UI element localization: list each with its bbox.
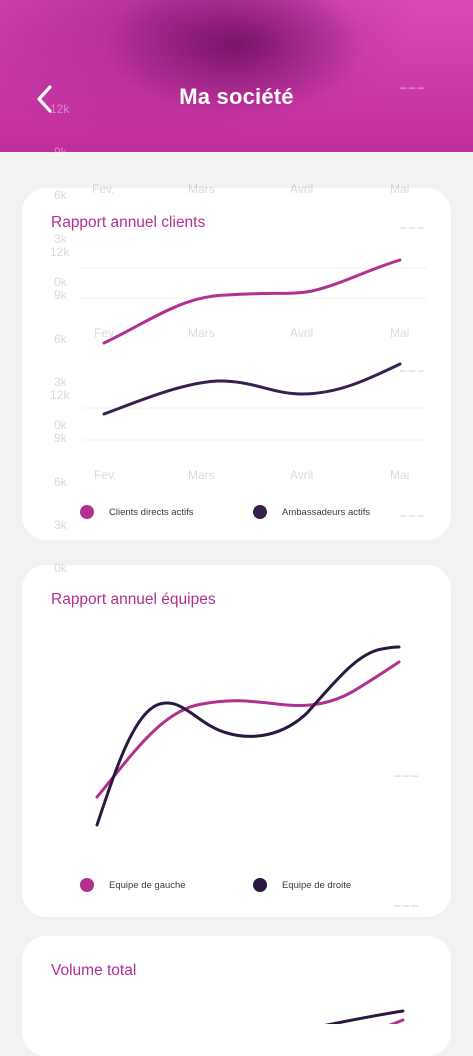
series-line-ambassadeurs bbox=[102, 362, 402, 416]
dash-icon: ‒‒‒ bbox=[394, 768, 421, 782]
app-header: Ma société ‒‒‒ bbox=[0, 0, 473, 152]
page-title: Ma société bbox=[179, 84, 294, 109]
legend-label: Ambassadeurs actifs bbox=[282, 506, 371, 518]
series-line-volume-pink bbox=[388, 1018, 405, 1024]
legend-item: Equipe de droite bbox=[253, 878, 351, 892]
legend-label: Equipe de droite bbox=[282, 879, 352, 891]
back-button[interactable] bbox=[30, 82, 64, 116]
card-title: Rapport annuel équipes bbox=[51, 591, 216, 608]
legend-label: Equipe de gauche bbox=[109, 879, 186, 891]
teams-line-chart bbox=[95, 645, 401, 827]
card-title: Volume total bbox=[51, 962, 137, 979]
chevron-left-icon bbox=[37, 85, 52, 113]
series-line-volume-dark bbox=[324, 1009, 405, 1024]
legend-dot-icon bbox=[253, 505, 267, 519]
card-title: Rapport annuel clients bbox=[51, 214, 206, 231]
legend-dot-icon bbox=[80, 878, 94, 892]
menu-dash-icon: ‒‒‒ bbox=[400, 80, 427, 94]
volume-line-chart bbox=[324, 1009, 405, 1024]
legend-item: Ambassadeurs actifs bbox=[253, 505, 370, 519]
series-line-clients-directs bbox=[102, 258, 402, 345]
teams-report-card: Rapport annuel équipes ‒‒‒ ‒‒‒ Equipe de… bbox=[22, 565, 451, 917]
legend-label: Clients directs actifs bbox=[109, 506, 194, 518]
legend-item: Equipe de gauche bbox=[80, 878, 186, 892]
series-line-equipe-gauche bbox=[95, 660, 401, 799]
dash-icon: ‒‒‒ bbox=[394, 898, 421, 912]
series-line-equipe-droite bbox=[95, 645, 401, 827]
clients-report-card: Rapport annuel clients 3k 12k 0k 9k 6k F… bbox=[22, 188, 451, 540]
clients-line-chart bbox=[82, 258, 427, 441]
total-volume-card: Volume total bbox=[22, 936, 451, 1056]
legend-item: Clients directs actifs bbox=[80, 505, 193, 519]
legend-dot-icon bbox=[253, 878, 267, 892]
chart-gridlines bbox=[82, 267, 427, 441]
legend-dot-icon bbox=[80, 505, 94, 519]
